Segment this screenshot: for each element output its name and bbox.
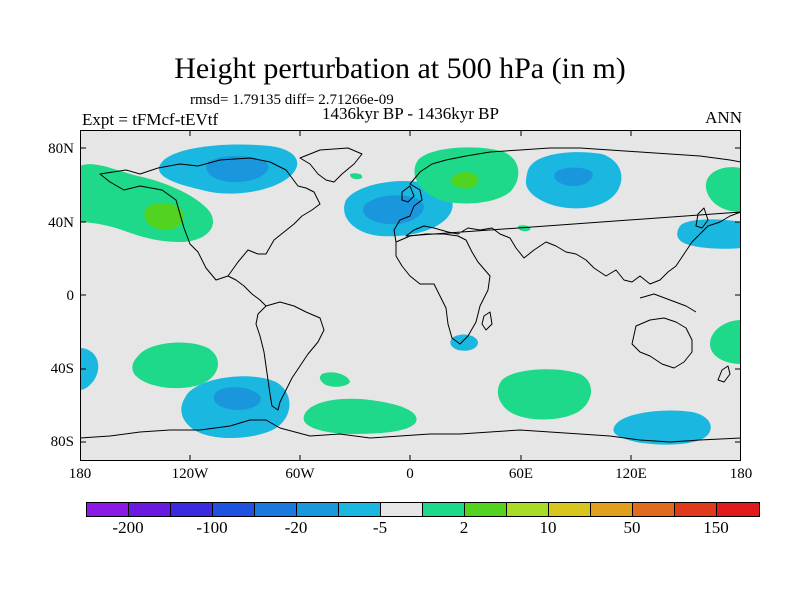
lon-label-120w: 120W: [171, 466, 209, 482]
colorbar-swatch: [633, 503, 675, 516]
anomaly-positive-small-atlantic: [350, 173, 363, 180]
lon-label-60e: 60E: [508, 466, 534, 482]
colorbar-swatch: [717, 503, 759, 516]
lat-label-80n: 80N: [48, 141, 74, 157]
lon-label-60w: 60W: [285, 466, 315, 482]
lon-label-180-west: 180: [68, 466, 92, 482]
map-title: Height perturbation at 500 hPa (in m): [174, 52, 626, 85]
colorbar-swatch: [213, 503, 255, 516]
lat-label-80s: 80S: [50, 434, 74, 450]
coast-maritime-asia: [639, 293, 697, 313]
colorbar-label: 10: [539, 518, 557, 537]
coast-greenland: [299, 147, 363, 183]
colorbar-label: -5: [372, 518, 388, 537]
coast-australia: [631, 317, 693, 369]
anomaly-negative-southern-ocean: [613, 410, 711, 445]
colorbar-label: -200: [112, 518, 144, 537]
anomaly-negative-central-asia-core: [554, 167, 593, 186]
colorbar-swatch: [381, 503, 423, 516]
colorbar-label: -20: [284, 518, 308, 537]
colorbar-swatch: [87, 503, 129, 516]
anomaly-positive-south-atlantic: [303, 398, 417, 434]
world-map: [80, 130, 741, 461]
anomaly-positive-south-atlantic-north: [319, 372, 350, 387]
colorbar-swatch: [465, 503, 507, 516]
anomaly-positive-southeast-pacific: [132, 342, 219, 389]
colorbar-swatch: [255, 503, 297, 516]
lat-label-0: 0: [66, 288, 75, 304]
experiment-label: Expt = tFMcf-tEVtf: [82, 110, 219, 129]
lat-label-40s: 40S: [50, 361, 74, 377]
lat-ticks: [80, 147, 741, 443]
colorbar-swatch: [507, 503, 549, 516]
lat-label-40n: 40N: [48, 215, 74, 231]
coast-asia-south: [405, 211, 741, 285]
colorbar-swatch: [675, 503, 717, 516]
lon-ticks: [189, 130, 632, 461]
season-label: ANN: [705, 108, 742, 127]
colorbar: [86, 502, 760, 517]
anomaly-negative-south-africa: [450, 334, 478, 351]
anomaly-positive-east-asia: [705, 167, 741, 212]
colorbar-label: -100: [196, 518, 228, 537]
coast-uk: [401, 185, 415, 203]
coast-central-america: [227, 275, 267, 307]
lon-label-180-east: 180: [729, 466, 753, 482]
period-label: 1436kyr BP - 1436kyr BP: [322, 104, 499, 123]
coast-north-america: [99, 157, 321, 281]
coast-south-america: [255, 301, 325, 411]
anomaly-positive-south-indian: [497, 369, 592, 420]
coastlines: [80, 147, 741, 443]
colorbar-label: 150: [703, 518, 729, 537]
anomaly-positive-north-pacific-core: [144, 202, 184, 230]
lon-label-120e: 120E: [615, 466, 647, 482]
colorbar-swatch: [423, 503, 465, 516]
anomaly-positive-southwest-pacific: [710, 320, 741, 364]
colorbar-swatch: [591, 503, 633, 516]
anomaly-positive-small-asia: [518, 225, 531, 232]
coast-japan: [695, 207, 709, 229]
stats-text: rmsd= 1.79135 diff= 2.71266e-09: [190, 92, 394, 108]
colorbar-swatch: [549, 503, 591, 516]
coast-antarctica: [80, 419, 741, 443]
anomaly-fields: [80, 144, 741, 445]
anomaly-positive-scandinavia-core: [450, 172, 479, 189]
coast-new-zealand: [717, 365, 731, 383]
colorbar-swatch: [171, 503, 213, 516]
colorbar-swatch: [297, 503, 339, 516]
coast-madagascar: [481, 311, 493, 331]
anomaly-negative-drake-passage-core: [213, 387, 261, 410]
anomaly-negative-arctic-canada-core: [206, 156, 269, 183]
coast-africa: [395, 233, 491, 345]
lon-label-0: 0: [406, 466, 414, 482]
coast-eurasia: [393, 147, 741, 243]
colorbar-swatch: [129, 503, 171, 516]
colorbar-label: 50: [623, 518, 641, 537]
colorbar-label: 2: [459, 518, 469, 537]
anomaly-negative-far-west: [80, 348, 99, 390]
colorbar-swatch: [339, 503, 381, 516]
